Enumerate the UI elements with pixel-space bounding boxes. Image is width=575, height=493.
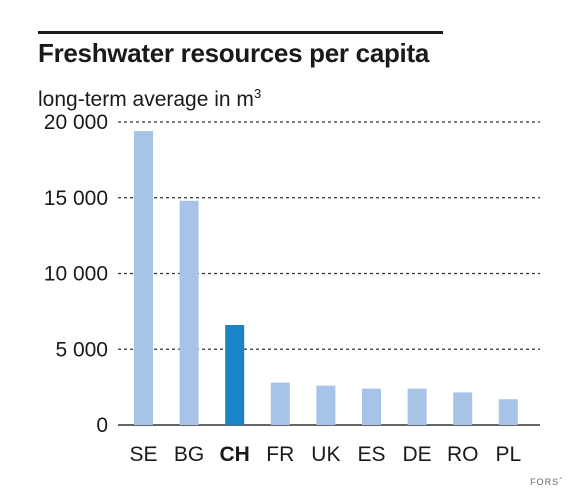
bar-ro <box>453 392 473 425</box>
y-tick-label: 20 000 <box>44 111 108 134</box>
bar-uk <box>316 385 336 425</box>
bar-de <box>407 388 427 425</box>
bar-pl <box>498 399 518 425</box>
y-tick-label: 5 000 <box>55 338 108 361</box>
subtitle-superscript: 3 <box>253 86 262 101</box>
x-tick-label: FR <box>266 443 294 466</box>
title-rule <box>38 31 443 34</box>
chart-title: Freshwater resources per capita <box>38 38 429 68</box>
x-tick-label: BG <box>174 443 204 466</box>
bar-se <box>134 131 153 425</box>
bar-es <box>362 388 381 425</box>
subtitle-text: long-term average in m <box>38 88 254 111</box>
bar-bg <box>179 200 199 425</box>
x-tick-label: UK <box>311 443 340 466</box>
bar-ch <box>225 325 245 425</box>
credit-text: FORS <box>530 477 560 487</box>
chart-subtitle: long-term average in m3 <box>38 86 261 112</box>
y-tick-label: 10 000 <box>44 263 108 286</box>
x-tick-label: SE <box>129 443 157 466</box>
y-tick-label: 0 <box>96 414 108 437</box>
x-tick-label: ES <box>357 443 385 466</box>
credit-logo: FORS° <box>530 477 563 487</box>
y-tick-label: 15 000 <box>44 187 108 210</box>
x-tick-label: PL <box>495 443 521 466</box>
x-tick-label: CH <box>220 443 250 466</box>
x-tick-label: RO <box>447 443 479 466</box>
x-tick-label: DE <box>403 443 432 466</box>
credit-mark: ° <box>559 477 563 484</box>
bar-fr <box>270 382 290 425</box>
